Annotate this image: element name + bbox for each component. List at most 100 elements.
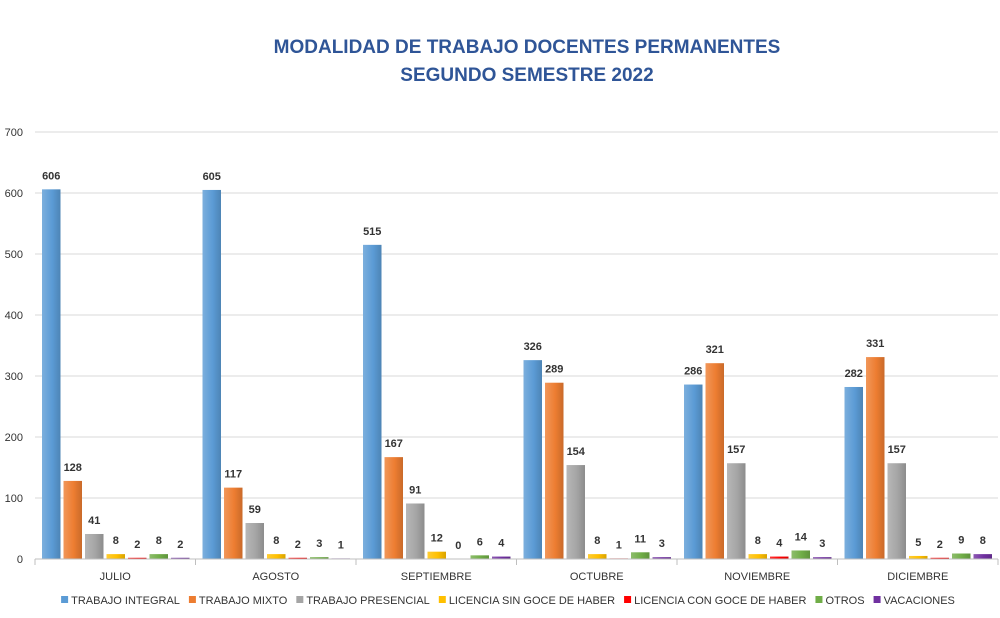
data-label: 128 [64,462,82,474]
legend-swatch [873,596,881,603]
y-tick-label: 600 [5,188,23,200]
data-label: 8 [594,535,600,547]
bar [171,557,190,559]
data-label: 8 [755,535,761,547]
data-label: 3 [819,538,825,550]
data-label: 11 [634,533,646,545]
bar [748,554,767,559]
bar [952,553,971,559]
data-label: 8 [113,535,119,547]
data-label: 14 [795,531,808,543]
data-label: 606 [42,170,60,182]
x-category-label: AGOSTO [252,571,299,583]
bars [42,189,992,559]
legend-label: LICENCIA SIN GOCE DE HABER [449,595,615,607]
bar [973,554,992,559]
bar [844,386,863,559]
gridlines [35,131,998,499]
legend-swatch [296,596,304,603]
data-label: 2 [134,539,140,551]
data-label: 515 [363,226,381,238]
legend-swatch [61,596,69,603]
bar [588,554,607,559]
bar [770,556,789,559]
legend-label: TRABAJO PRESENCIAL [306,595,429,607]
bar [106,554,125,559]
data-label: 321 [706,344,724,356]
bar [566,465,585,559]
legend: TRABAJO INTEGRAL TRABAJO MIXTO TRABAJO PRE… [61,595,955,607]
bar [224,487,243,559]
legend-item: LICENCIA CON GOCE DE HABER [624,595,807,607]
data-label: 9 [958,535,964,547]
x-category-label: OCTUBRE [570,571,624,583]
bar [684,384,703,559]
y-axis-ticks: 0 100 200 300 400 500 600 700 [5,127,23,566]
data-label: 59 [249,504,261,516]
bar [406,503,425,559]
bar [727,463,746,559]
bar [866,357,885,559]
data-label: 5 [915,537,921,549]
data-label: 8 [156,535,162,547]
bar [492,556,511,559]
y-tick-label: 100 [5,493,23,505]
data-label: 2 [177,539,183,551]
data-label: 154 [567,446,586,458]
legend-item: VACACIONES [873,595,955,607]
data-label: 3 [316,538,322,550]
data-label: 91 [409,484,421,496]
x-category-label: JULIO [100,571,132,583]
bar [245,523,264,559]
legend-swatch [438,596,446,603]
y-tick-label: 0 [17,554,23,566]
y-tick-label: 300 [5,371,23,383]
legend-label: OTROS [825,595,864,607]
legend-label: LICENCIA CON GOCE DE HABER [634,595,806,607]
data-label: 0 [455,540,461,552]
data-label: 157 [888,444,906,456]
data-label: 8 [980,535,986,547]
data-label: 331 [866,338,884,350]
legend-item: OTROS [815,595,865,607]
legend-label: VACACIONES [884,595,955,607]
data-label: 2 [937,539,943,551]
legend-swatch [815,596,823,603]
data-label: 167 [385,438,403,450]
x-category-label: NOVIEMBRE [724,571,790,583]
bar [63,480,82,559]
bar [631,552,650,559]
x-axis: JULIO AGOSTO SEPTIEMBRE OCTUBRE NOVIEMBRE DIC… [34,558,999,583]
bar [202,189,221,559]
data-label: 117 [224,469,242,481]
chart-title: MODALIDAD DE TRABAJO DOCENTES PERMANENTE… [274,37,781,58]
bar [384,457,403,559]
data-label: 286 [684,366,702,378]
y-tick-label: 700 [5,127,23,139]
bar [652,557,671,559]
legend-swatch [624,596,632,603]
data-label: 605 [203,171,221,183]
data-label: 289 [545,364,563,376]
bar [149,554,168,559]
data-label: 2 [295,539,301,551]
y-tick-label: 500 [5,249,23,261]
data-label: 1 [616,539,622,551]
data-label: 3 [659,538,665,550]
legend-label: TRABAJO MIXTO [199,595,288,607]
data-label: 8 [273,535,279,547]
bar [470,555,489,559]
bar [85,533,104,559]
data-label: 6 [477,536,483,548]
bar [813,557,832,559]
bar [930,557,949,559]
y-tick-label: 400 [5,310,23,322]
bar [310,557,329,559]
bar [791,550,810,559]
bar [288,557,307,559]
legend-item: LICENCIA SIN GOCE DE HABER [438,595,615,607]
legend-item: TRABAJO MIXTO [188,595,288,607]
legend-item: TRABAJO PRESENCIAL [296,595,430,607]
